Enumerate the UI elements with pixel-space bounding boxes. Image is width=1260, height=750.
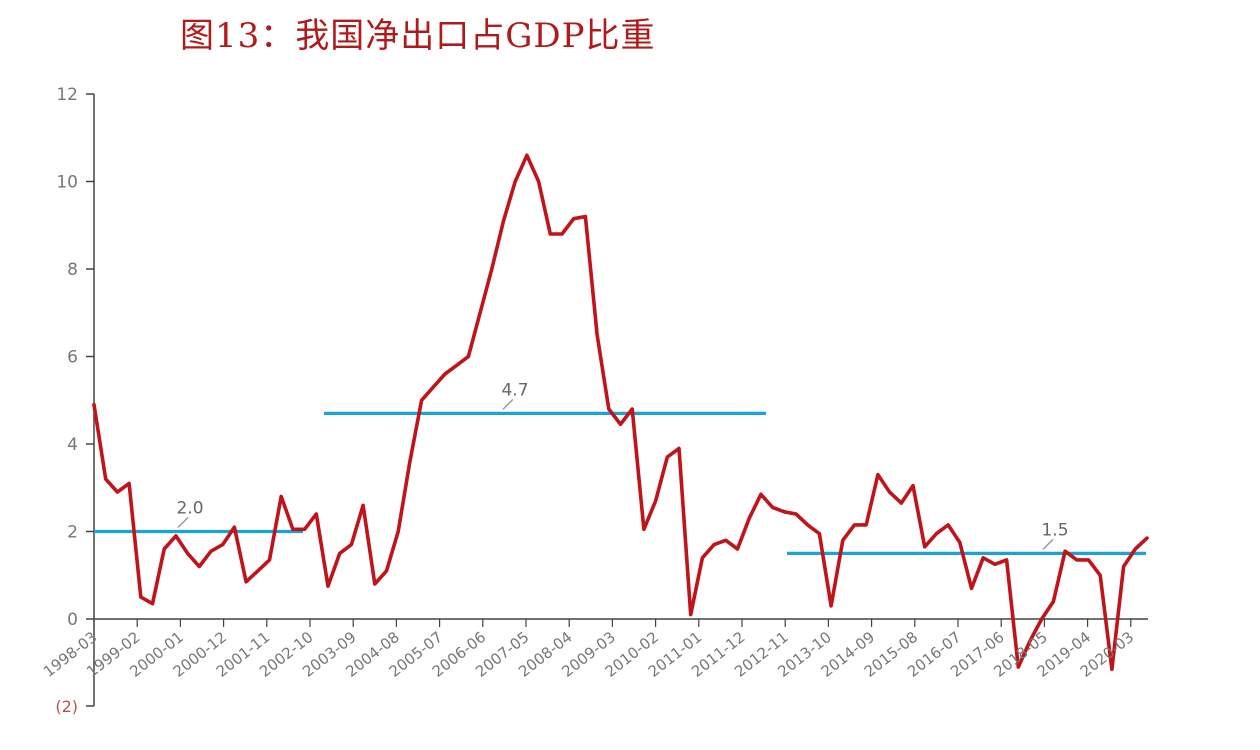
y-tick-label-negative: (2) — [55, 697, 78, 716]
reference-label: 1.5 — [1041, 520, 1068, 540]
y-tick-label: 0 — [67, 610, 78, 630]
series-group — [92, 153, 1149, 672]
chart-title: 图13：我国净出口占GDP比重 — [180, 16, 656, 56]
reference-lines — [94, 398, 1146, 555]
axes — [86, 93, 1148, 707]
y-tick-label: 6 — [67, 348, 78, 368]
y-tick-label: 8 — [67, 260, 78, 280]
series-line — [92, 153, 1149, 672]
reference-leader — [1042, 538, 1054, 550]
y-tick-label: 2 — [67, 523, 78, 543]
reference-leader — [502, 398, 514, 410]
reference-label: 2.0 — [176, 499, 203, 519]
tick-labels: 024681012(2)1998-031999-022000-012000-12… — [40, 85, 1137, 716]
reference-leader — [177, 516, 189, 529]
y-tick-label: 10 — [56, 173, 78, 193]
reference-label: 4.7 — [501, 380, 528, 400]
y-tick-label: 12 — [56, 85, 78, 105]
y-tick-label: 4 — [67, 435, 78, 455]
